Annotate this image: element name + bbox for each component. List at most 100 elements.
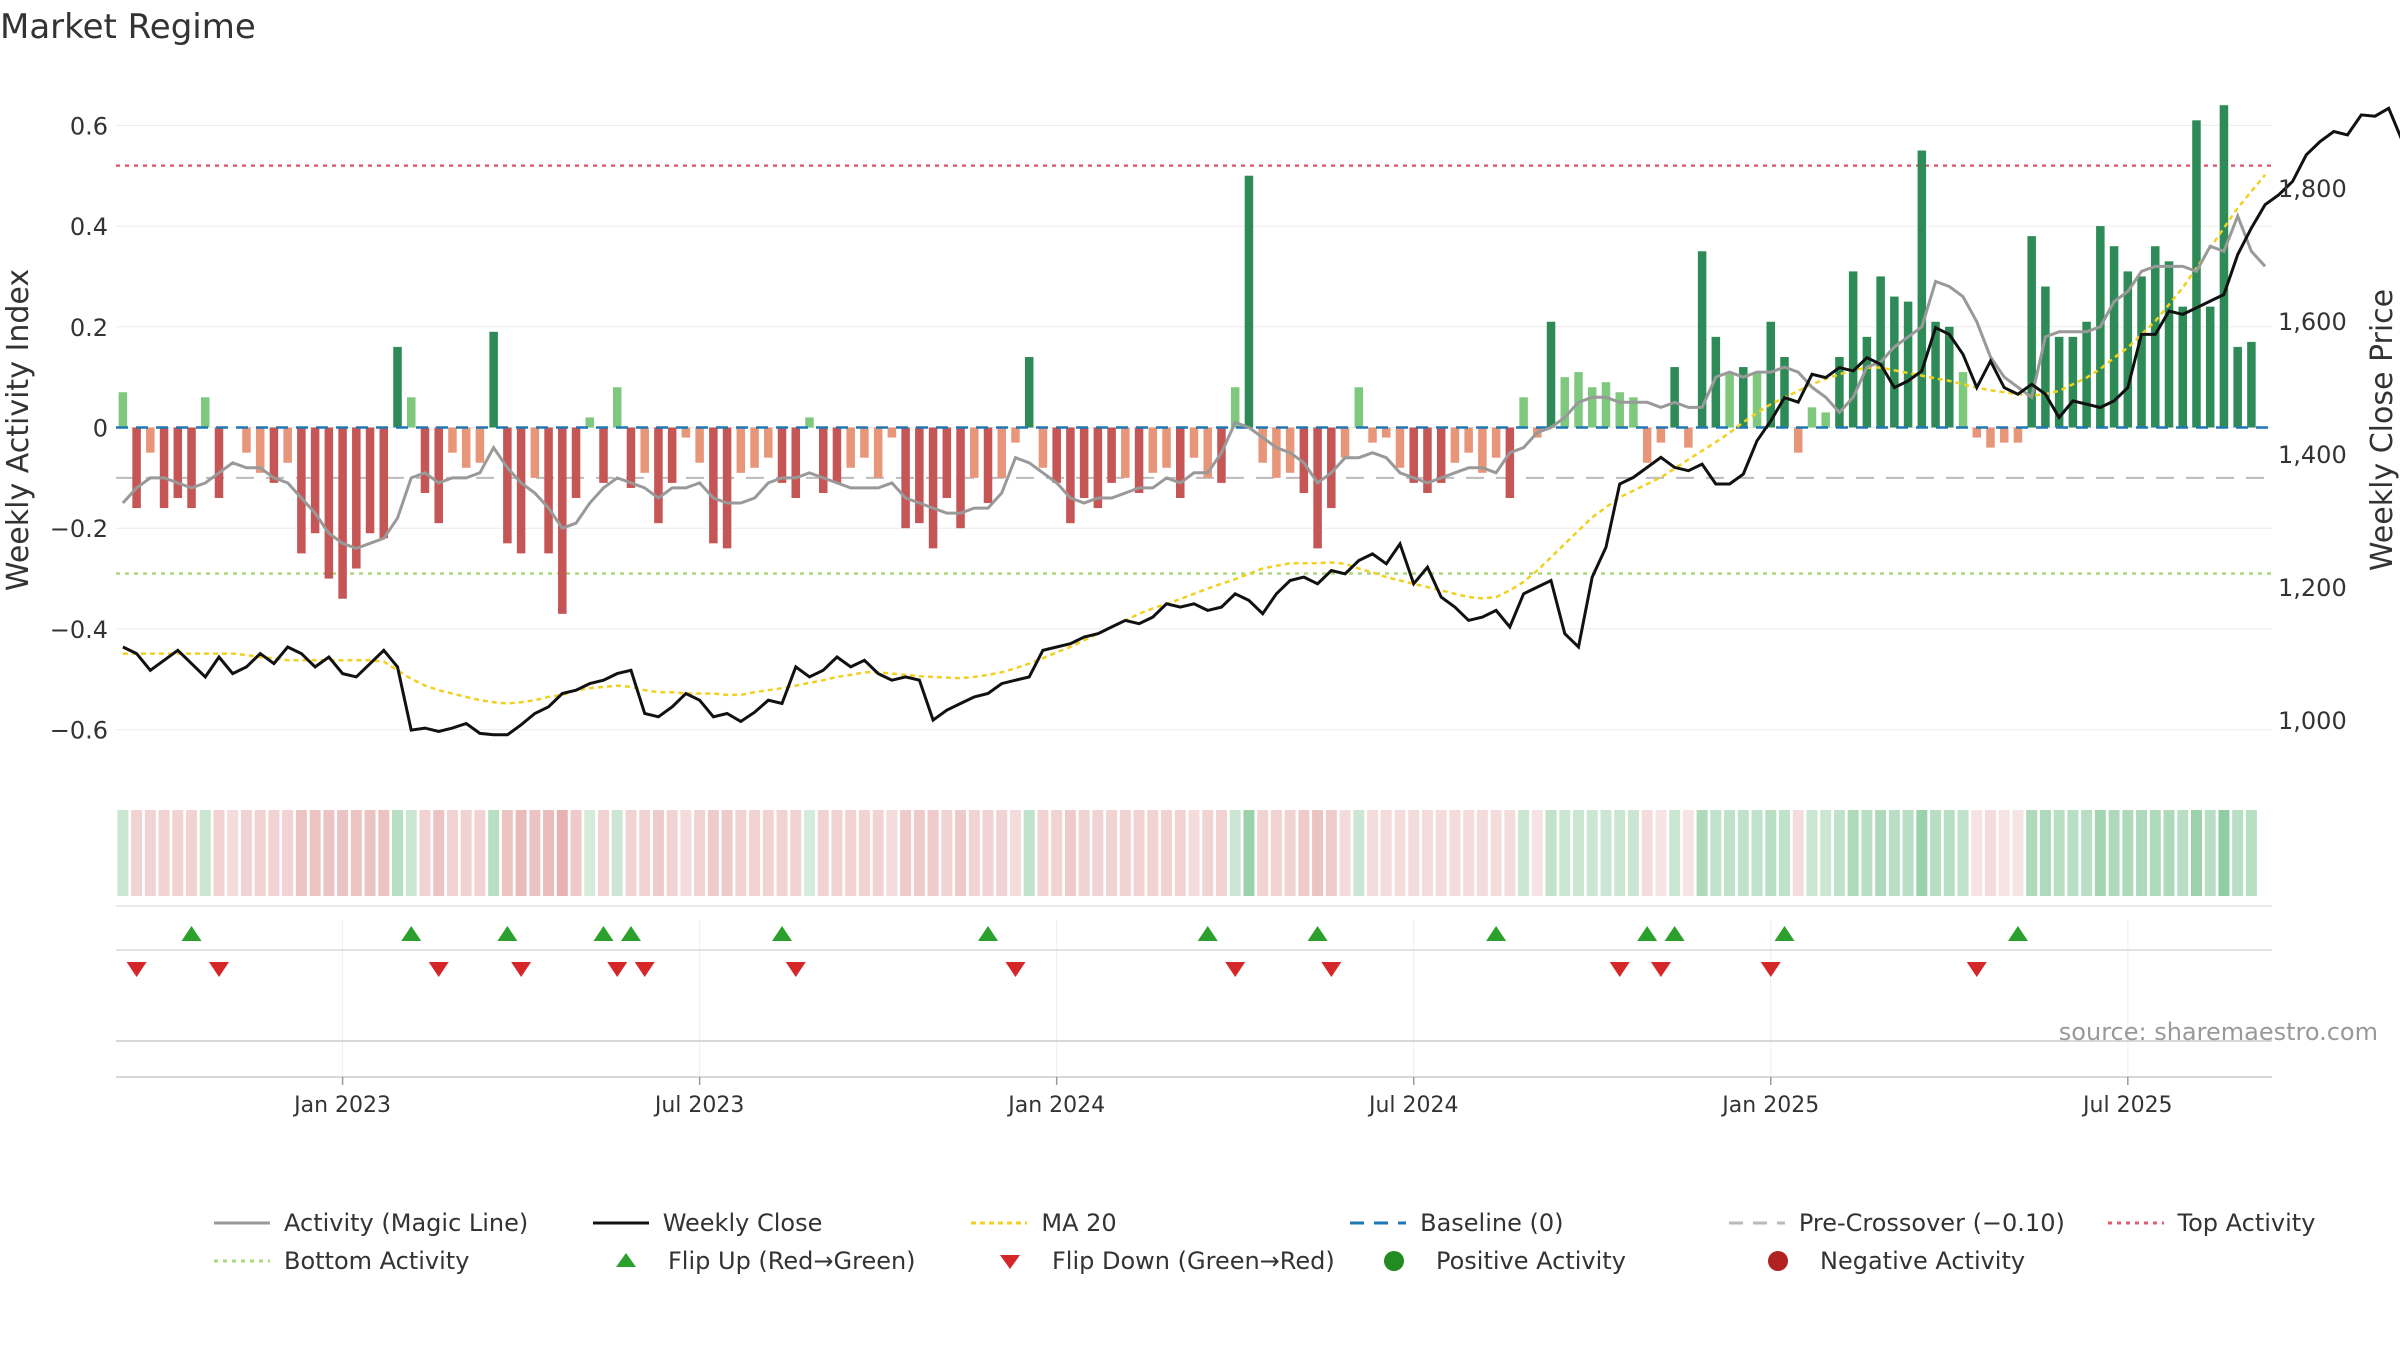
regime-strip-cell: [2067, 810, 2079, 896]
activity-bar: [1670, 367, 1679, 428]
activity-bar: [983, 427, 993, 504]
regime-strip-cell: [2245, 810, 2257, 896]
regime-strip-cell: [735, 810, 747, 896]
activity-bar: [324, 427, 334, 579]
y-right-tick-label: 1,000: [2278, 707, 2347, 735]
regime-strip-cell: [117, 810, 129, 896]
regime-strip-cell: [927, 810, 939, 896]
activity-bar: [544, 427, 553, 554]
regime-strip-cell: [282, 810, 294, 896]
y-left-tick-label: 0.6: [70, 112, 108, 140]
flip-up-marker: [1637, 926, 1658, 941]
regime-strip-cell: [1586, 810, 1598, 896]
legend-item: Positive Activity: [1362, 1247, 1736, 1275]
activity-bar: [2178, 306, 2187, 428]
activity-bar: [297, 427, 306, 554]
legend-key-dot-green: [1362, 1249, 1426, 1273]
regime-strip-cell: [1710, 810, 1722, 896]
y-left-tick-label: −0.6: [50, 717, 108, 745]
activity-bar: [1917, 150, 1927, 428]
regime-strip-cell: [1215, 810, 1227, 896]
regime-strip-cell: [1820, 810, 1832, 896]
regime-strip-cell: [1367, 810, 1379, 896]
y-left-tick-label: −0.2: [50, 515, 108, 543]
activity-bar: [1354, 387, 1364, 428]
activity-bar: [1546, 321, 1556, 428]
legend-label: Flip Down (Green→Red): [1052, 1247, 1335, 1275]
y-left-tick-label: 0: [93, 415, 108, 443]
x-tick-label: Jan 2023: [292, 1093, 391, 1118]
activity-bar: [681, 427, 691, 438]
flip-markers: [116, 905, 2272, 977]
activity-bar: [709, 427, 718, 544]
flip-down-marker: [1225, 962, 1246, 977]
source-note: source: sharemaestro.com: [2059, 1018, 2378, 1046]
regime-strip-cell: [817, 810, 829, 896]
regime-strip-cell: [1847, 810, 1859, 896]
legend-label: Flip Up (Red→Green): [668, 1247, 916, 1275]
regime-strip-cell: [913, 810, 925, 896]
regime-strip-cell: [1531, 810, 1543, 896]
regime-strip-cell: [1998, 810, 2010, 896]
activity-bar: [1656, 427, 1666, 443]
regime-strip-cell: [1449, 810, 1461, 896]
x-tick-label: Jan 2024: [1006, 1093, 1105, 1118]
regime-strip-cell: [501, 810, 513, 896]
activity-bar: [2123, 271, 2133, 428]
activity-bar: [2233, 346, 2242, 428]
regime-strip-cell: [955, 810, 967, 896]
activity-bar: [901, 427, 910, 529]
flip-up-marker: [1197, 926, 1218, 941]
legend-key-dot-red: [1746, 1249, 1810, 1273]
regime-strip-cell: [2122, 810, 2134, 896]
chart-legend: Activity (Magic Line) Weekly Close MA 20 Ba…: [210, 1204, 2360, 1280]
activity-bar: [571, 427, 581, 498]
activity-bar: [283, 427, 292, 463]
activity-bar: [2219, 105, 2229, 428]
activity-bar: [1642, 427, 1652, 463]
regime-strip-cell: [1930, 810, 1942, 896]
activity-bar: [1739, 367, 1748, 428]
y-left-tick-label: 0.2: [70, 314, 108, 342]
legend-label: Weekly Close: [662, 1209, 823, 1237]
x-axis: Jan 2023 Jul 2023 Jan 2024 Jul 2024 Jan 2025…: [116, 1040, 2272, 1118]
activity-bar: [970, 427, 979, 478]
regime-strip-cell: [1655, 810, 1667, 896]
regime-strip-cell: [1408, 810, 1420, 896]
regime-strip-cell: [652, 810, 664, 896]
activity-bar: [1066, 427, 1075, 524]
activity-bar: [146, 427, 155, 453]
legend-item: MA 20: [967, 1209, 1336, 1237]
regime-strip-cell: [1833, 810, 1845, 896]
activity-bar: [489, 331, 498, 428]
activity-bar: [1024, 357, 1034, 428]
legend-key-triangle-up: [594, 1249, 658, 1273]
activity-bar: [777, 427, 787, 483]
flip-down-marker: [1321, 962, 1342, 977]
activity-bar: [1258, 427, 1267, 463]
activity-bar: [942, 427, 952, 498]
y-right-axis-label: Weekly Close Price: [2365, 289, 2400, 571]
regime-strip-cell: [2081, 810, 2093, 896]
activity-bar: [1299, 427, 1309, 493]
activity-bar: [915, 427, 924, 524]
regime-strip-cell: [968, 810, 980, 896]
activity-bar: [1436, 427, 1446, 483]
flip-down-marker: [1005, 962, 1026, 977]
flip-up-marker: [593, 926, 614, 941]
legend-item: Bottom Activity: [210, 1247, 584, 1275]
flip-up-marker: [620, 926, 641, 941]
activity-bar: [1491, 427, 1501, 458]
activity-bar: [1038, 427, 1048, 468]
flip-down-marker: [1966, 962, 1987, 977]
legend-item: Weekly Close: [589, 1209, 958, 1237]
regime-strip-cell: [254, 810, 266, 896]
activity-bar: [1464, 427, 1473, 453]
regime-strip-cell: [1861, 810, 1873, 896]
activity-bar: [1629, 397, 1638, 428]
activity-bar: [1697, 251, 1707, 428]
regime-strip-cell: [543, 810, 555, 896]
regime-strip-cell: [268, 810, 280, 896]
regime-strip-cell: [474, 810, 486, 896]
activity-bar: [612, 387, 622, 428]
